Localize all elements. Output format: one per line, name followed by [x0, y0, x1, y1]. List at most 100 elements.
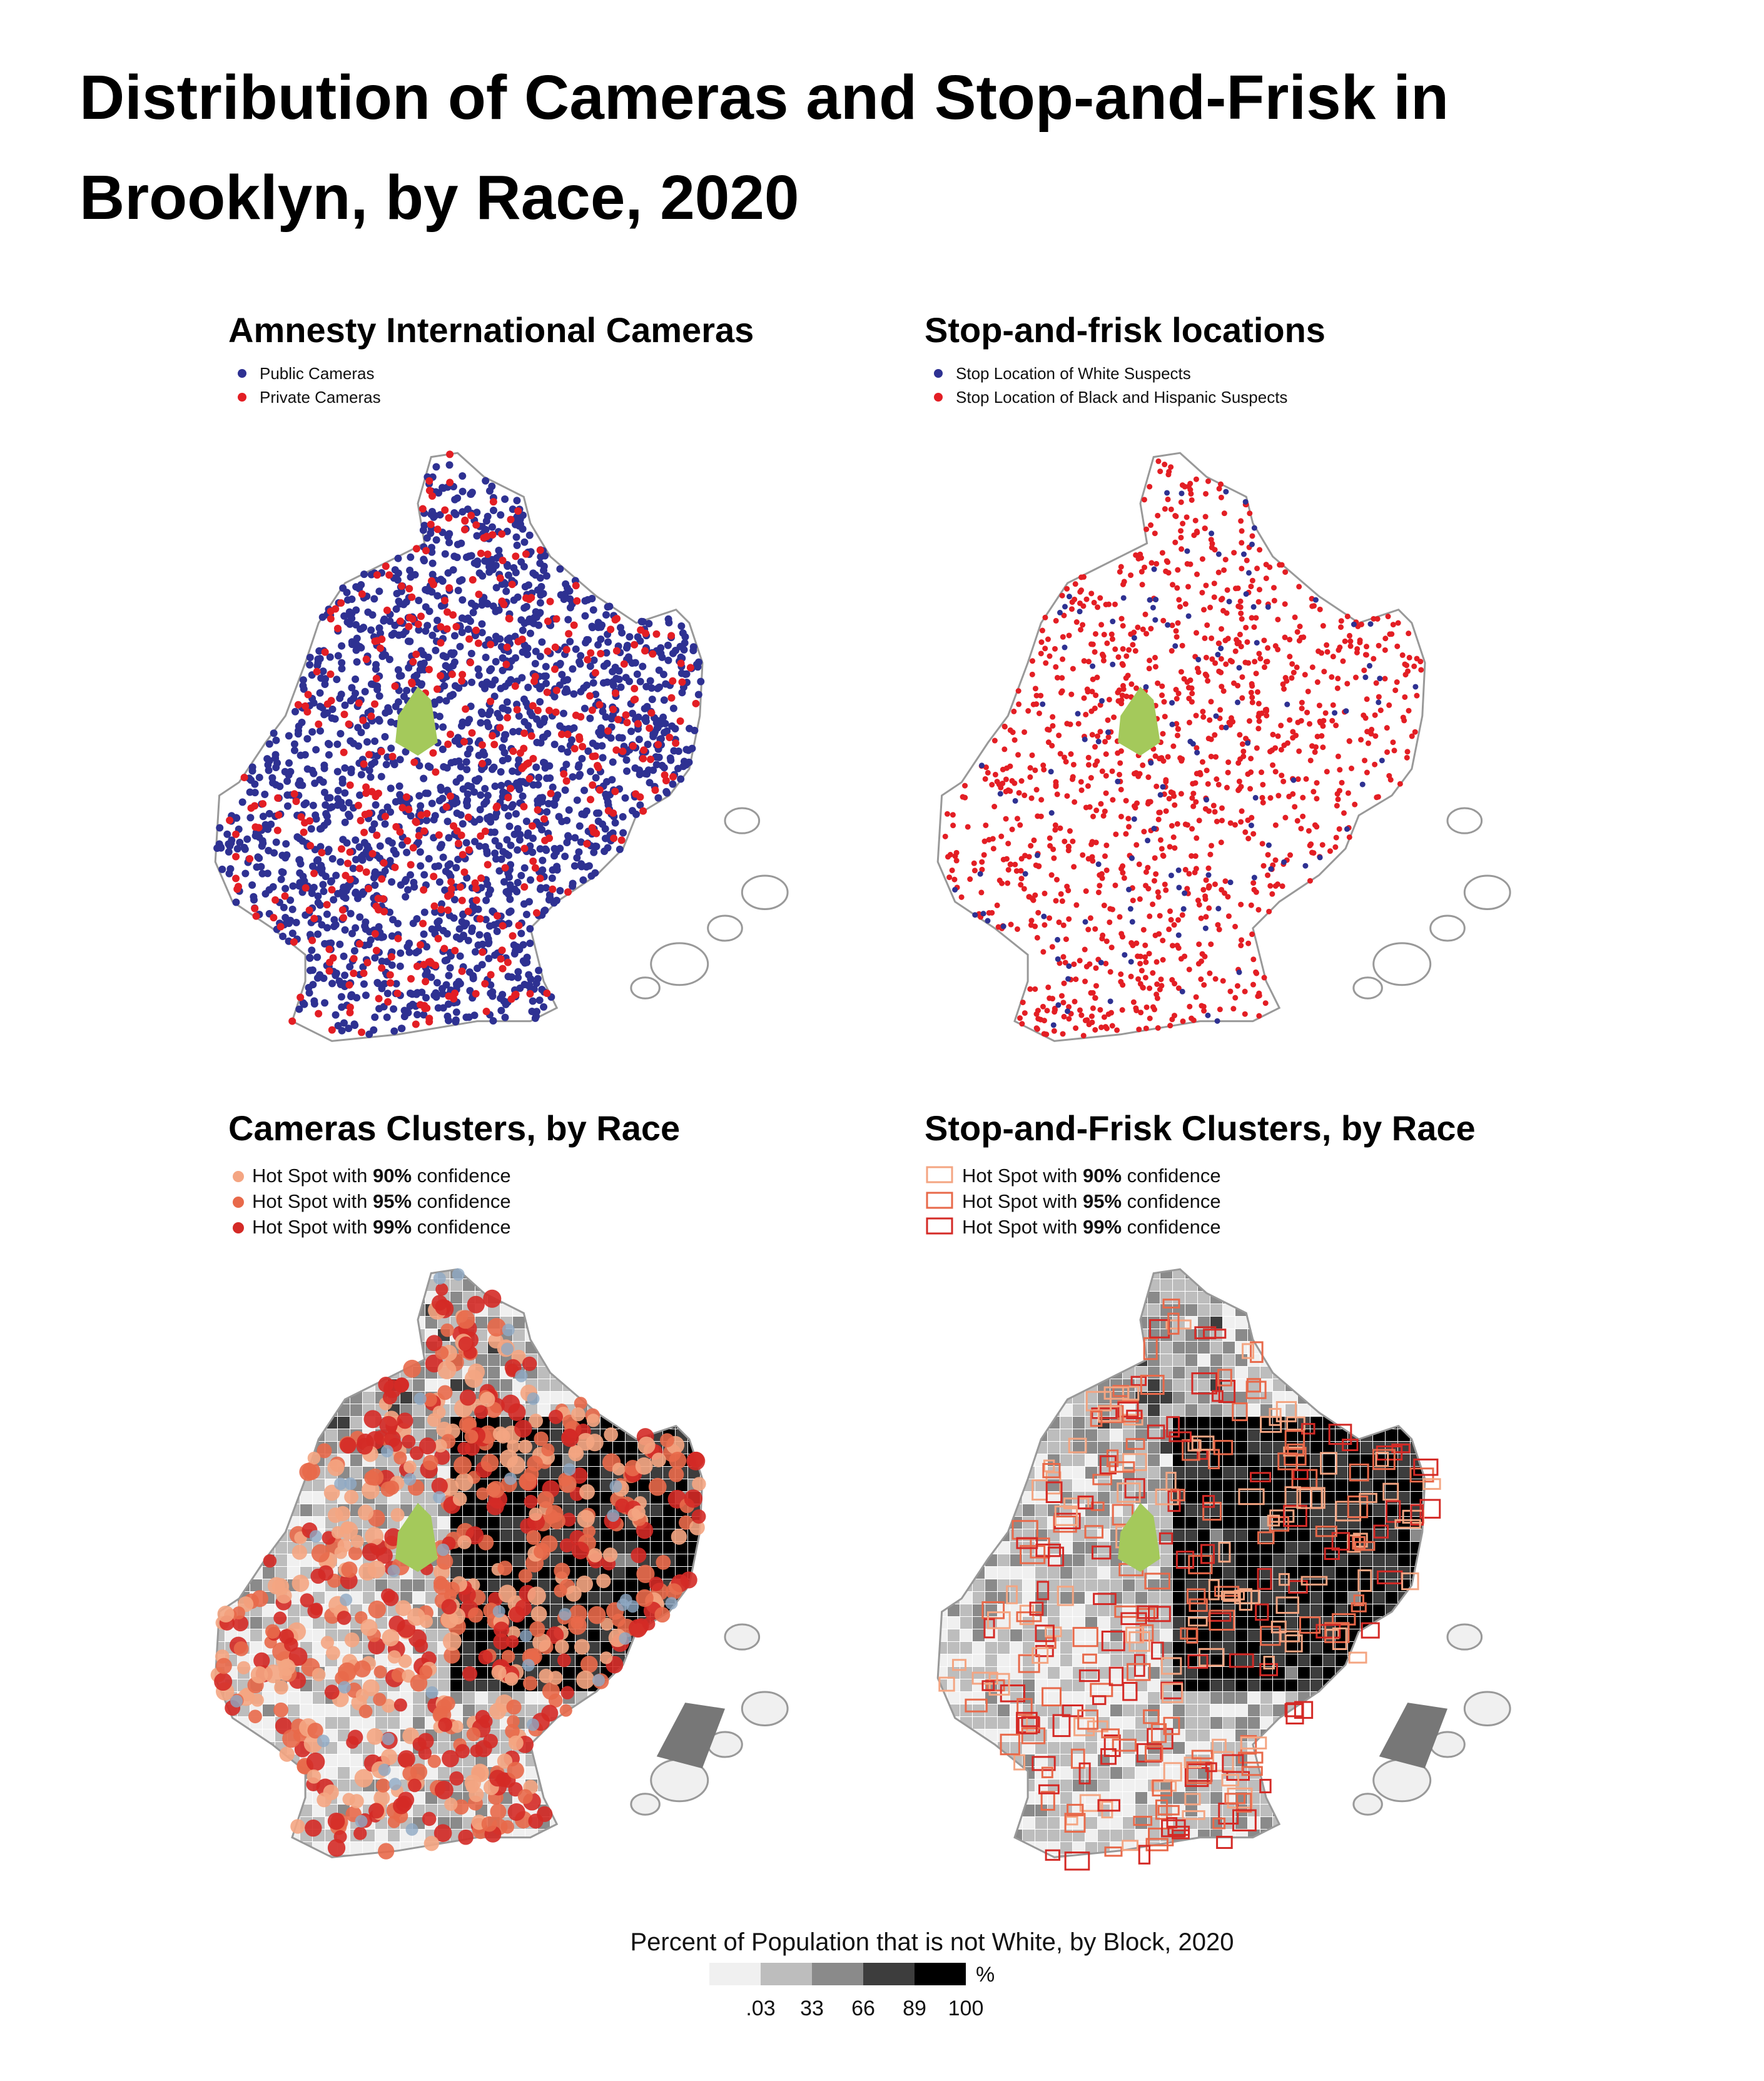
camera-dot [294, 701, 302, 709]
stop-dot [1128, 939, 1135, 946]
camera-dot [514, 878, 522, 886]
stop-dot [1120, 646, 1126, 652]
stop-dot [1248, 823, 1254, 829]
stop-dot [1080, 622, 1086, 628]
stop-dot [1324, 769, 1330, 775]
stop-dot [1294, 629, 1300, 635]
island [1429, 914, 1466, 942]
camera-dot [297, 993, 305, 1001]
camera-dot [536, 874, 544, 883]
stop-dot [1376, 699, 1382, 706]
stop-dot [1256, 587, 1262, 593]
stop-dot [1250, 604, 1257, 610]
camera-dot [302, 702, 310, 710]
stop-dot [1402, 694, 1408, 700]
camera-dot [283, 802, 291, 810]
stop-dot [1003, 765, 1010, 771]
stop-dot [1377, 707, 1384, 714]
camera-dot [527, 975, 535, 983]
stop-dot [1114, 1027, 1120, 1033]
block [513, 1317, 525, 1329]
stop-dot [1239, 808, 1245, 814]
stop-dot [1095, 889, 1102, 896]
camera-dot [280, 903, 288, 911]
camera-dot [497, 768, 505, 776]
stop-dot [1244, 557, 1250, 564]
stop-dot [1159, 692, 1165, 699]
camera-dot [515, 712, 523, 720]
stop-dot [1347, 638, 1354, 644]
camera-dot [529, 848, 537, 856]
camera-dot [536, 546, 544, 554]
camera-dot [338, 659, 346, 667]
stop-dot [1185, 684, 1192, 691]
camera-dot [692, 699, 700, 707]
camera-dot [340, 952, 348, 960]
camera-dot [441, 550, 449, 558]
camera-dot [387, 784, 395, 792]
stop-dot [1064, 585, 1070, 592]
camera-dot [420, 908, 428, 916]
block [513, 1492, 525, 1504]
camera-dot [471, 838, 479, 846]
stop-dot [991, 803, 998, 809]
borough-outline [936, 452, 1426, 1042]
stop-dot [1314, 733, 1320, 739]
stop-dot [980, 911, 986, 917]
stop-dot [1263, 575, 1269, 582]
camera-dot [601, 848, 609, 856]
island [724, 807, 761, 834]
camera-dot [443, 625, 451, 633]
stop-dot [1160, 938, 1166, 944]
camera-dot [540, 815, 548, 823]
camera-dot [522, 818, 530, 826]
camera-dot [566, 604, 574, 612]
stop-dot [1218, 646, 1224, 652]
camera-dot [400, 692, 408, 701]
stop-dot [1119, 692, 1125, 699]
stop-dot [1130, 642, 1136, 648]
stop-dot [1299, 699, 1305, 706]
stop-dot [1118, 979, 1124, 985]
stop-dot [1245, 740, 1251, 746]
camera-dot [385, 571, 393, 579]
camera-dot [664, 641, 672, 649]
camera-dot [268, 774, 276, 782]
camera-dot [360, 624, 368, 632]
stop-dot [1345, 790, 1351, 796]
camera-dot [232, 874, 240, 883]
camera-dot [514, 637, 522, 646]
stop-dot [1147, 1015, 1153, 1021]
camera-dot [375, 1005, 383, 1013]
camera-dot [661, 729, 669, 737]
stop-dot [1201, 1008, 1207, 1014]
stop-dot [1337, 644, 1343, 651]
camera-dot [641, 704, 649, 712]
camera-dot [444, 818, 452, 826]
camera-dot [428, 507, 436, 515]
camera-dot [669, 704, 677, 712]
stop-dot [1249, 694, 1255, 701]
camera-dot [408, 593, 416, 601]
camera-dot [542, 672, 550, 681]
camera-dot [383, 990, 392, 998]
legend-label-part: confidence [412, 1216, 511, 1238]
camera-dot [446, 450, 454, 458]
stop-dot [1289, 661, 1295, 667]
stop-dot [1109, 906, 1115, 913]
stop-dot [1173, 628, 1179, 634]
camera-dot [458, 629, 466, 637]
camera-dot [353, 994, 361, 1002]
camera-dot [553, 866, 561, 874]
stop-dot [1219, 595, 1225, 602]
stop-dot [1319, 733, 1325, 739]
stop-dot [1066, 594, 1072, 600]
camera-dot [271, 896, 280, 904]
stop-dot [1232, 995, 1239, 1001]
stop-dot [1180, 520, 1186, 527]
camera-dot [513, 706, 521, 714]
camera-dot [589, 606, 597, 614]
camera-dot [515, 522, 523, 530]
camera-dot [442, 653, 450, 661]
stop-dot [1237, 631, 1243, 637]
